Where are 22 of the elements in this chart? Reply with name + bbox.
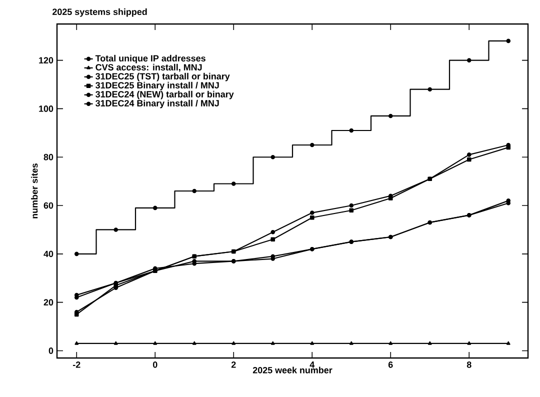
chart-title: 2025 systems shipped bbox=[52, 8, 147, 17]
legend-label: 31DEC24 (NEW) tarball or binary bbox=[96, 90, 234, 100]
legend-label: 31DEC24 Binary install / MNJ bbox=[96, 100, 219, 108]
x-tick-label: 8 bbox=[466, 362, 472, 368]
y-tick-label: 20 bbox=[44, 299, 54, 306]
x-tick-label: 6 bbox=[388, 362, 393, 368]
legend-label: 31DEC25 Binary install / MNJ bbox=[96, 82, 219, 90]
x-tick-label: 4 bbox=[310, 362, 315, 368]
y-tick-label: 80 bbox=[44, 154, 54, 160]
legend-label: 31DEC25 (TST) tarball or binary bbox=[96, 72, 230, 82]
x-axis-title: 2025 week number bbox=[252, 366, 332, 374]
x-tick-label: 2 bbox=[231, 362, 236, 368]
y-tick-label: 100 bbox=[39, 106, 54, 112]
y-tick-label: 40 bbox=[44, 250, 54, 258]
y-axis-title: number sites bbox=[31, 163, 38, 218]
legend-label: Total unique IP addresses bbox=[95, 54, 206, 64]
y-tick-label: 60 bbox=[44, 202, 54, 209]
x-tick-label: -2 bbox=[72, 362, 80, 368]
legend-label: CVS access: install, MNJ bbox=[96, 64, 202, 72]
y-tick-label: 120 bbox=[39, 57, 54, 64]
x-tick-label: 0 bbox=[152, 362, 158, 368]
y-tick-label: 0 bbox=[48, 348, 54, 354]
